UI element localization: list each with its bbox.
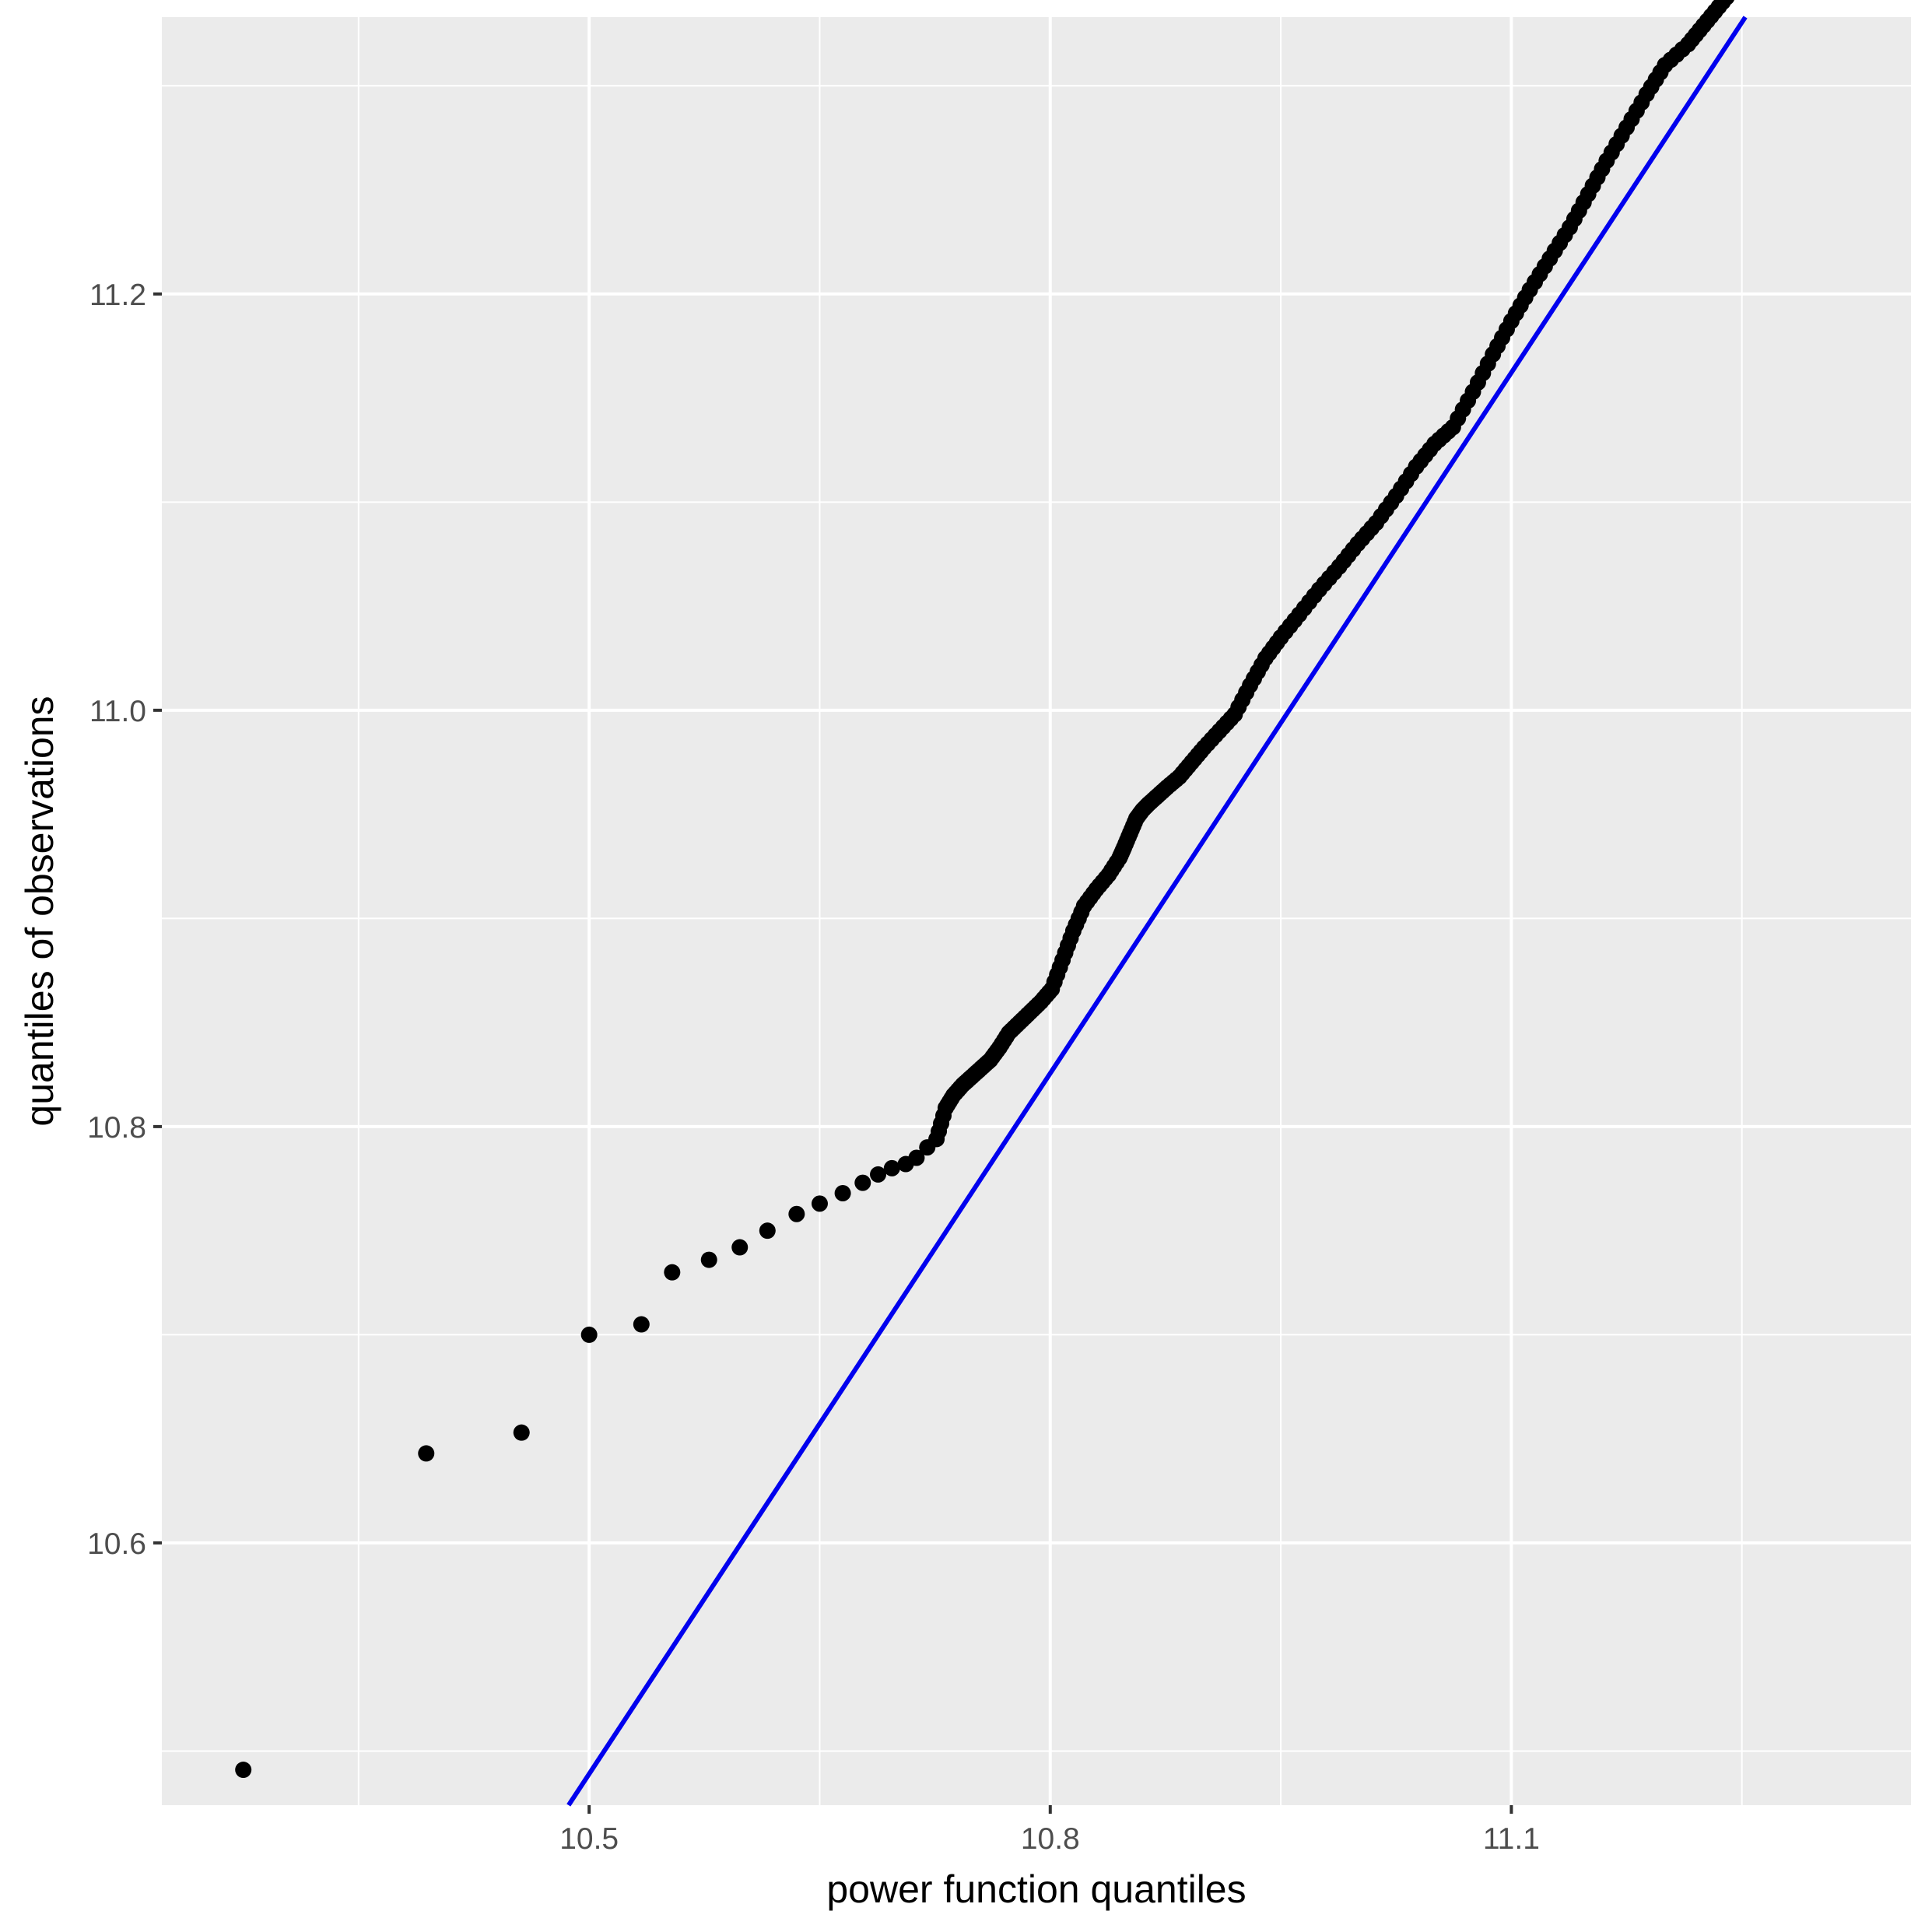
data-point [1383,494,1400,511]
x-tick-label: 10.5 [559,1822,619,1856]
data-point [1286,612,1303,629]
data-point [1306,587,1323,605]
y-tick-label: 11.0 [89,695,146,728]
data-point [1345,541,1362,558]
data-point [664,1264,681,1281]
data-point [759,1222,776,1239]
x-axis-title: power function quantiles [826,1867,1246,1911]
data-point [854,1174,871,1191]
axis-tick-labels: 10.5 10.8 11.1 10.6 10.8 11.0 11.2 [87,279,1540,1856]
data-point [1594,160,1611,177]
reference-line-segment [566,16,1748,1807]
data-points [235,0,1734,1779]
y-tick-label: 11.2 [89,279,146,312]
minor-gridlines [162,17,1911,1805]
data-point [1652,64,1669,81]
reference-line [566,16,1748,1807]
data-point [870,1166,887,1183]
data-point [1516,289,1534,306]
data-point [1633,94,1650,111]
x-tick-label: 10.8 [1021,1822,1080,1856]
data-point [418,1445,435,1462]
data-point [1238,684,1255,701]
y-tick-label: 10.8 [87,1111,146,1145]
data-point [1439,423,1457,440]
data-point [1556,226,1573,244]
data-point [513,1424,530,1441]
plot-panel [162,17,1911,1805]
data-point [1575,194,1592,211]
data-point [1479,355,1496,372]
data-point [633,1316,650,1333]
data-point [1363,520,1380,537]
data-point [1498,321,1515,338]
data-point [1326,564,1343,581]
data-point [811,1195,828,1212]
data-point [731,1239,749,1256]
data-point [1253,657,1270,674]
data-point [1062,930,1079,947]
data-point [580,1326,598,1343]
data-point [883,1159,900,1176]
y-tick-label: 10.6 [87,1527,146,1561]
axis-ticks [153,292,1513,1814]
data-point [908,1149,925,1166]
x-tick-label: 11.1 [1483,1822,1540,1856]
data-point [700,1251,717,1268]
data-point [235,1762,252,1779]
data-point [834,1184,851,1201]
data-point [1613,127,1630,144]
data-point [1727,0,1734,2]
data-point [1460,392,1477,409]
data-point [1403,465,1420,482]
y-axis-title: quantiles of observations [18,696,61,1126]
data-point [1719,0,1734,6]
data-point [1222,710,1239,728]
data-point [1536,258,1553,275]
data-point [788,1205,805,1222]
data-point [1051,959,1068,976]
